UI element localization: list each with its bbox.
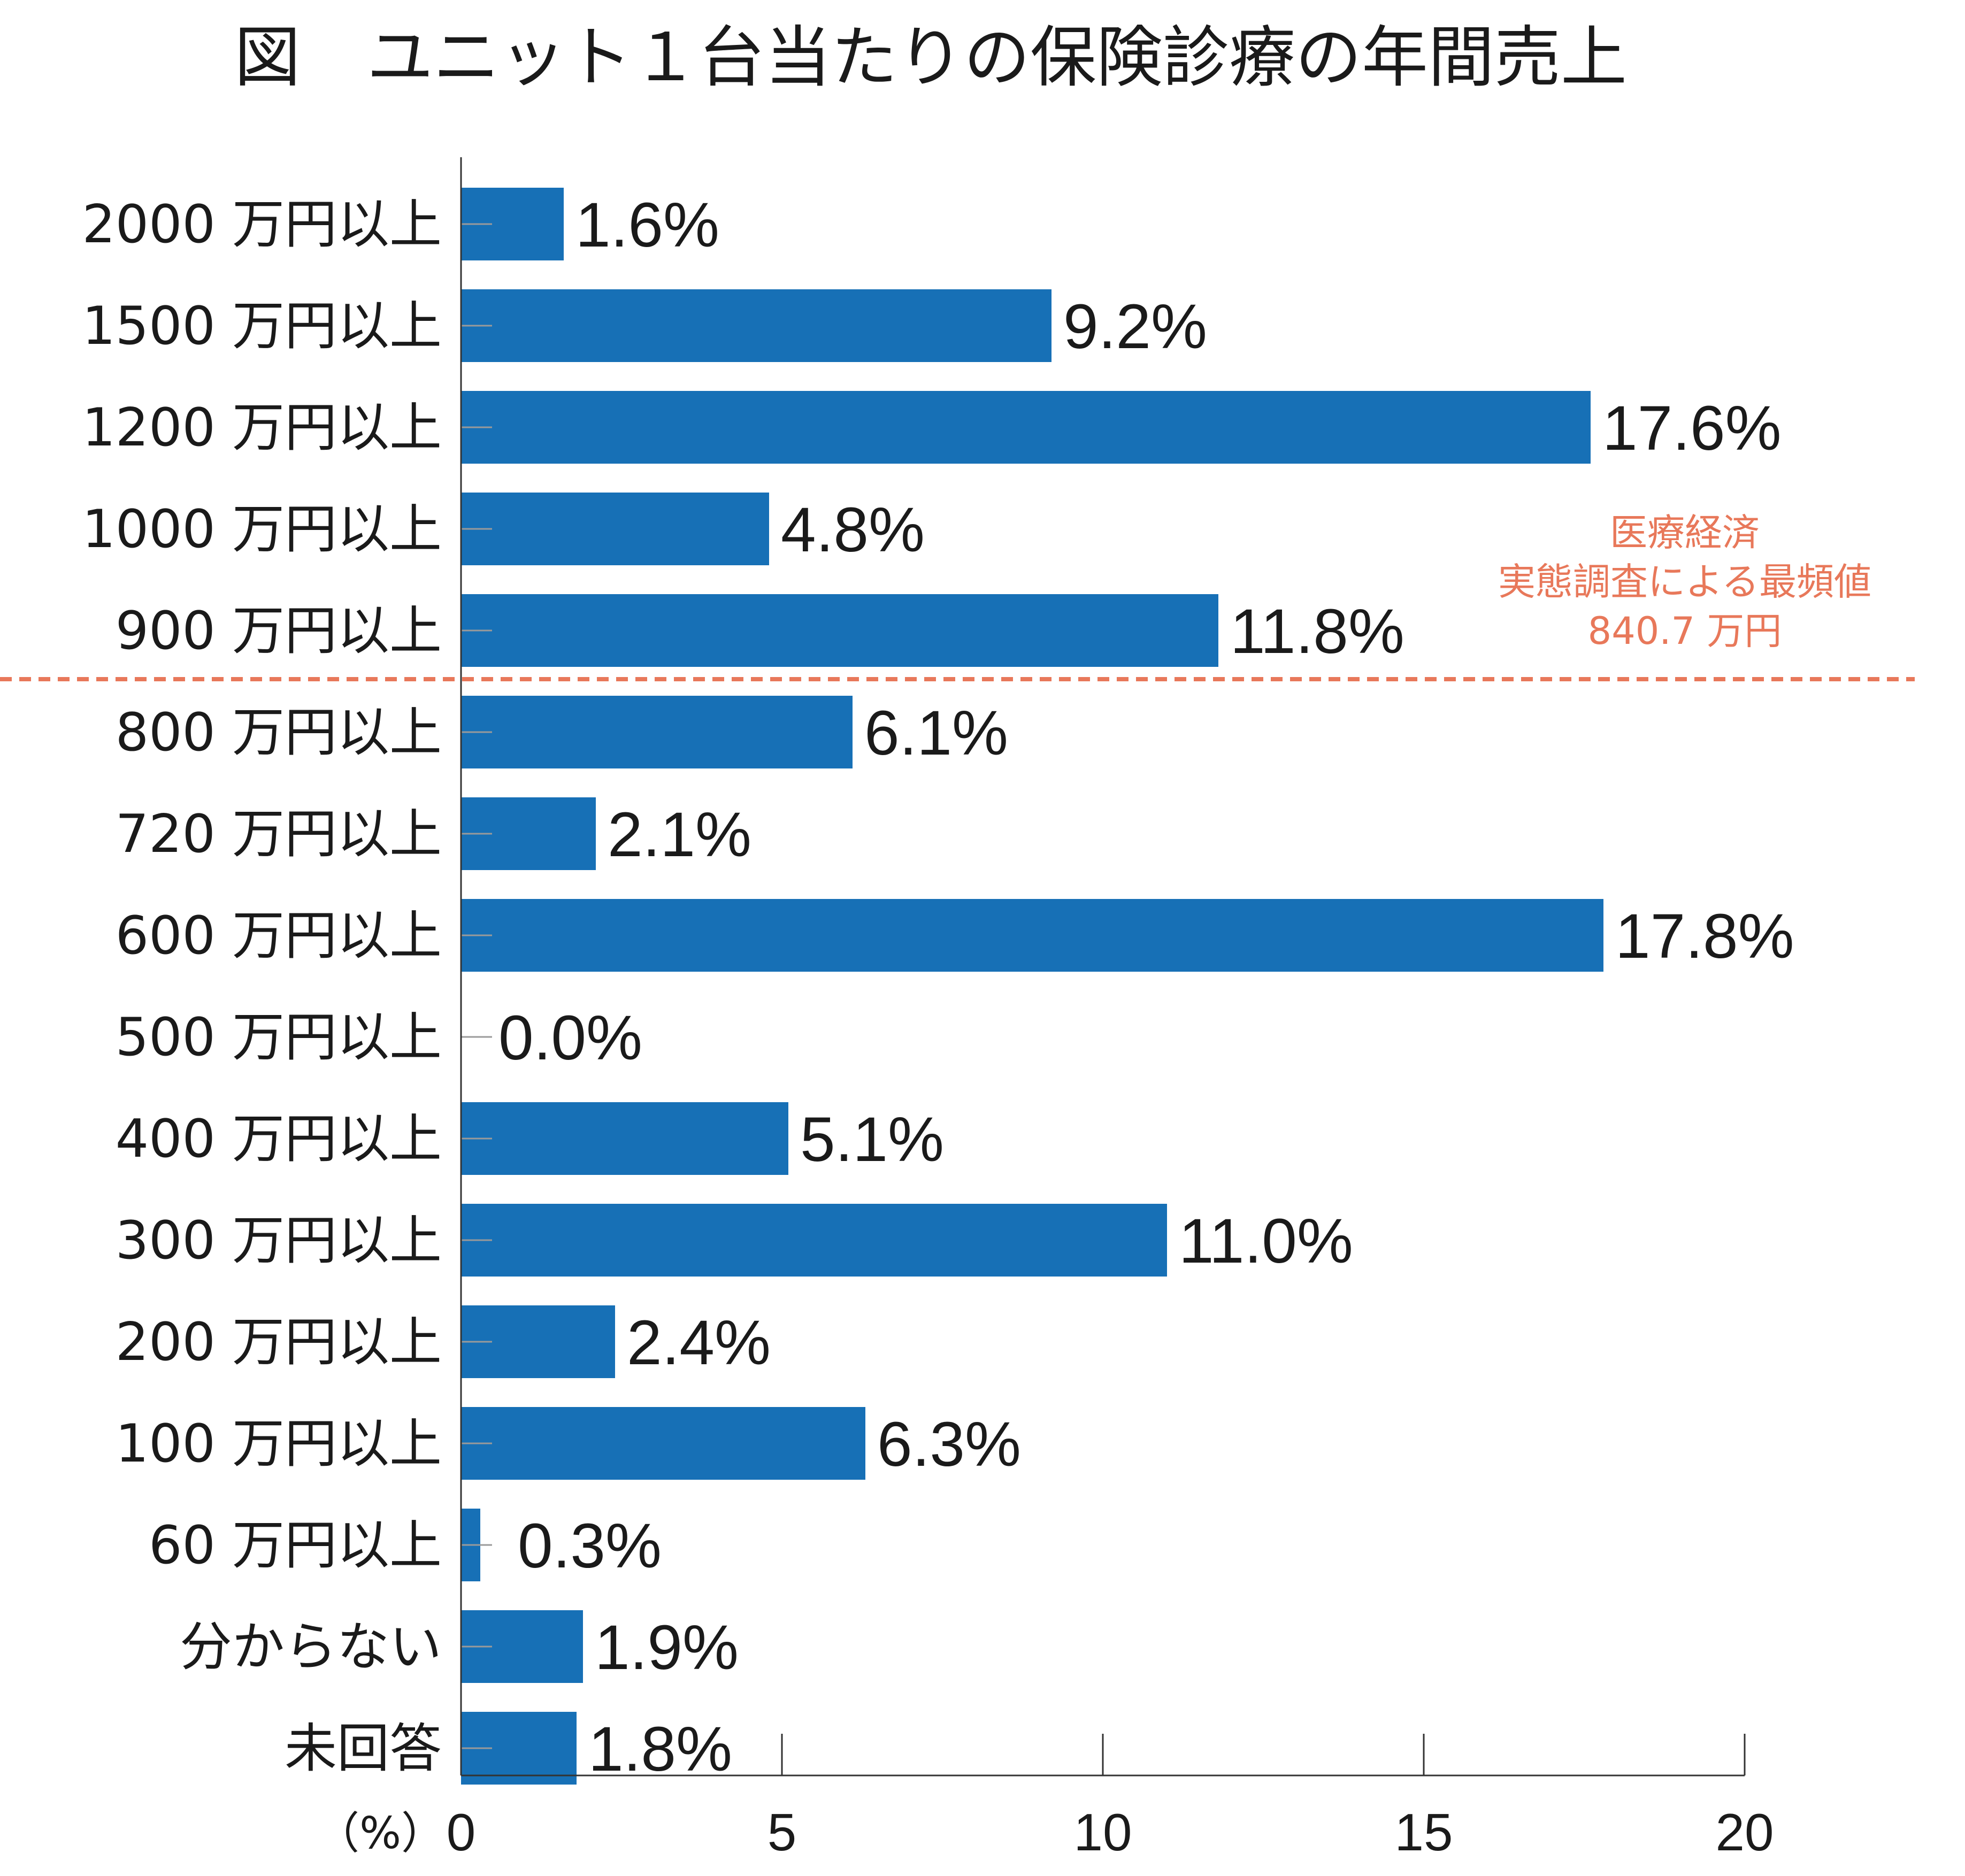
value-label: 2.4% [627, 1308, 771, 1378]
value-label: 1.8% [588, 1714, 732, 1785]
value-label: 9.2% [1063, 291, 1207, 362]
value-label: 1.9% [595, 1612, 739, 1683]
category-label: 400 万円以上 [116, 1109, 442, 1170]
value-label: 11.8% [1230, 596, 1404, 667]
category-label: 60 万円以上 [149, 1515, 442, 1576]
x-unit-label: （%） [316, 1808, 445, 1859]
x-tick-label: 10 [1073, 1803, 1132, 1862]
value-label: 11.0% [1179, 1206, 1353, 1277]
value-label: 17.6% [1602, 393, 1782, 464]
x-tick-label: 20 [1715, 1803, 1774, 1862]
value-label: 17.8% [1615, 901, 1794, 972]
category-label: 1200 万円以上 [82, 397, 442, 458]
category-label: 未回答 [285, 1718, 442, 1779]
value-label: 0.0% [498, 1003, 642, 1073]
value-label: 6.1% [864, 698, 1008, 768]
x-tick-label: 5 [767, 1803, 797, 1862]
bar [461, 899, 1603, 972]
bars-layer: 2000 万円以上 1.6% 1500 万円以上 9.2% 1200 万円以上 17.6%… [82, 188, 1794, 1785]
value-label: 1.6% [575, 190, 719, 260]
reference-annotation-line: 実態調査による最頻値 [1498, 560, 1871, 604]
category-label: 900 万円以上 [116, 601, 442, 662]
reference-annotation-line: 840.7 万円 [1588, 609, 1782, 653]
value-label: 0.3% [518, 1511, 662, 1581]
category-label: 800 万円以上 [116, 702, 442, 763]
category-label: 720 万円以上 [116, 804, 442, 865]
category-label: 分からない [180, 1617, 442, 1678]
bar [461, 493, 769, 565]
x-tick-label: 15 [1394, 1803, 1453, 1862]
bar [461, 696, 853, 768]
category-label: 1000 万円以上 [82, 499, 442, 560]
value-label: 2.1% [608, 799, 751, 870]
category-label: 2000 万円以上 [82, 194, 442, 255]
bar [461, 1407, 865, 1480]
bar [461, 1204, 1167, 1277]
bar [461, 594, 1218, 667]
value-label: 6.3% [877, 1409, 1021, 1480]
category-label: 1500 万円以上 [82, 296, 442, 357]
value-label: 5.1% [800, 1104, 944, 1175]
bar [461, 289, 1051, 362]
x-tick-label: 0 [447, 1803, 476, 1862]
category-label: 500 万円以上 [116, 1007, 442, 1068]
category-label: 300 万円以上 [116, 1210, 442, 1271]
category-label: 200 万円以上 [116, 1312, 442, 1373]
category-label: 100 万円以上 [116, 1413, 442, 1474]
value-label: 4.8% [781, 495, 925, 565]
x-axis: 0 5 10 15 20 （%） [316, 157, 1774, 1862]
chart-title: 図 ユニット１台当たりの保険診療の年間売上 [234, 19, 1627, 96]
bar [461, 391, 1591, 464]
reference-annotation-line: 医療経済 [1610, 511, 1760, 555]
category-label: 600 万円以上 [116, 905, 442, 966]
bar [461, 1102, 788, 1175]
